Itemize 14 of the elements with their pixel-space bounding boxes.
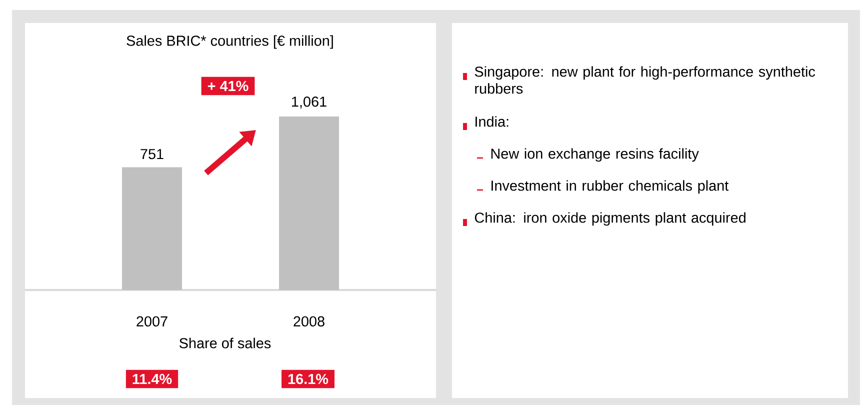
text: India: (476, 116, 508, 127)
text: Singapore: new plant for high-performance synthetic rubbers (474, 66, 816, 94)
text: China: iron oxide pigments plant acquired (474, 212, 746, 226)
text: Sales BRIC* countries [€ million] (126, 35, 333, 49)
x-tick-label: 2007 (136, 316, 168, 326)
text: 11.4% (132, 374, 172, 384)
data-label: 1,061 (292, 96, 326, 108)
text: Share of sales (179, 338, 271, 348)
text: Investment in rubber chemicals plant (492, 180, 729, 194)
x-tick-label: 2008 (294, 316, 324, 326)
data-label: 751 (140, 149, 164, 160)
text: New ion exchange resins facility (491, 148, 699, 162)
text: 16.1% (288, 374, 328, 384)
annotation: + 41% (208, 80, 248, 92)
